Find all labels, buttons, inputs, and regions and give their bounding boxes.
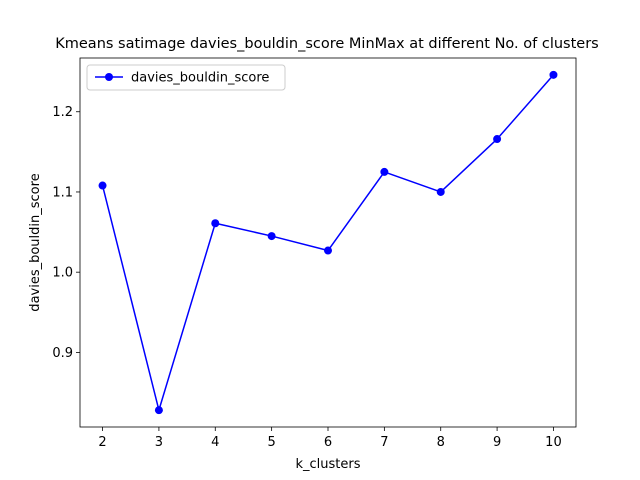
x-axis-ticks: 2 3 4 5 6 7 8 9 10 [98,427,562,450]
data-point [380,167,389,176]
data-point [211,219,220,228]
x-tick-label: 8 [437,435,445,450]
plot-background [80,58,576,427]
plot-area [80,58,576,427]
data-point [549,70,558,79]
data-point [98,181,107,190]
plot-frame [79,57,577,428]
x-tick-label: 10 [545,435,562,450]
data-point [154,406,163,415]
data-point [324,246,332,255]
x-tick-label: 2 [98,435,106,450]
legend-marker-swatch [105,73,113,81]
legend: davies_bouldin_score [86,64,286,91]
series-layer [98,70,558,415]
y-tick-label: 1.2 [52,105,73,120]
legend-label: davies_bouldin_score [131,71,269,86]
x-tick-label: 7 [380,435,388,450]
x-tick-label: 9 [493,435,501,450]
y-tick-label: 1.1 [52,185,73,200]
data-point [267,232,276,241]
y-axis-ticks: 0.9 1.0 1.1 1.2 [52,105,80,361]
x-tick-label: 4 [211,435,219,450]
chart-title: Kmeans satimage davies_bouldin_score Min… [55,36,598,52]
data-point [493,135,502,144]
y-tick-label: 1.0 [52,266,73,281]
y-axis-label: davies_bouldin_score [28,173,43,311]
y-tick-label: 0.9 [52,346,73,361]
x-axis-label: k_clusters [295,457,360,472]
x-tick-label: 6 [324,435,332,450]
x-tick-label: 3 [155,435,163,450]
x-tick-label: 5 [267,435,275,450]
legend-box [86,64,286,91]
data-point [436,187,445,196]
